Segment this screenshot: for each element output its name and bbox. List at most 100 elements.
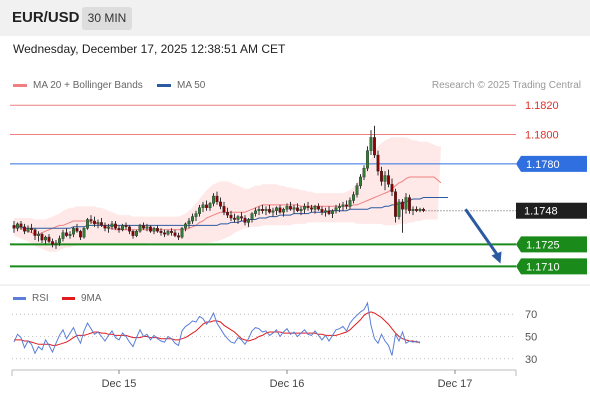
candle [166,231,170,235]
candle [120,225,124,230]
candle [250,213,254,220]
x-tick-label: Dec 16 [270,378,305,390]
candle [211,195,215,204]
rsi-ma-swatch [62,296,75,300]
candle [176,235,180,238]
candle [383,175,387,182]
candle [159,231,163,233]
symbol-title: EUR/USD [12,9,80,26]
candle [58,238,62,244]
candle [408,197,412,211]
candle [12,225,16,229]
resistance-label: 1.1800 [525,130,559,142]
pivot-tag [516,155,587,172]
candle [82,228,86,238]
candle [187,220,191,225]
candle [51,241,55,245]
candle [61,232,65,239]
candle [26,228,30,232]
rsi-line [13,301,421,356]
candle [296,207,300,211]
candle [317,206,321,210]
candle [138,225,142,232]
rsi-tick-label: 70 [525,309,537,321]
rsi-tick-label: 50 [525,332,537,344]
candle [85,219,89,229]
candle [390,184,394,192]
candle [106,226,110,229]
last-price-label: 1.1748 [524,206,558,218]
legend-ma50-label: MA 50 [177,80,206,91]
legend-rsi-label: RSI [32,293,49,304]
resistance-label: 1.1820 [525,100,559,112]
candle [225,211,229,216]
x-tick-label: Dec 17 [438,378,473,390]
candle [78,231,82,238]
candle [71,228,75,235]
candle [16,223,20,229]
candle [169,231,173,233]
candle [110,223,114,228]
candle [327,210,331,214]
legend-rsi: RSI [13,293,49,304]
candle [324,210,328,213]
last-price-tag [516,202,587,219]
candle [239,216,243,219]
candle [387,175,391,185]
ma50-swatch [157,83,171,87]
candle [134,231,138,236]
rsi-tick-label: 30 [525,354,537,366]
candle [348,200,352,207]
candle [401,201,405,210]
candle [380,170,384,182]
candle [37,233,41,236]
candle [68,233,72,236]
candle [278,207,282,213]
legend-ma20: MA 20 + Bollinger Bands [13,80,143,91]
candle [418,209,422,211]
candle [359,176,363,187]
pivot-label: 1.1780 [526,159,560,171]
candle [366,150,370,169]
candle [243,217,247,223]
candle [355,185,359,195]
header-bar: EUR/USD 30 MIN [0,0,590,36]
candle [411,209,415,211]
rsi-ma-line [14,311,420,346]
candle [92,220,96,225]
candle [162,232,166,235]
candle [155,228,159,232]
candle [422,209,426,211]
candle [331,210,335,214]
candle [201,204,205,208]
candle [33,229,37,236]
candle [19,223,23,228]
candle [306,206,310,208]
candle [345,204,349,207]
candle [145,226,149,229]
candle [173,232,177,236]
legend-ma20-label: MA 20 + Bollinger Bands [33,80,143,91]
candle [141,225,145,229]
candle [194,213,198,217]
candle [117,228,121,230]
candle [261,209,265,211]
candle [271,210,275,213]
candle [183,223,187,229]
candle [257,209,261,211]
candle [180,228,184,238]
candle [376,154,380,172]
candle [152,228,156,232]
candle [310,207,314,210]
candle [313,206,317,210]
candle [215,195,219,203]
timeframe-button[interactable]: 30 MIN [82,7,132,30]
candle [44,236,48,241]
candle [64,232,68,236]
support-tag [516,258,587,275]
candle [299,209,303,211]
candle [341,204,345,207]
candle [253,210,257,214]
support-label: 1.1710 [526,261,560,273]
